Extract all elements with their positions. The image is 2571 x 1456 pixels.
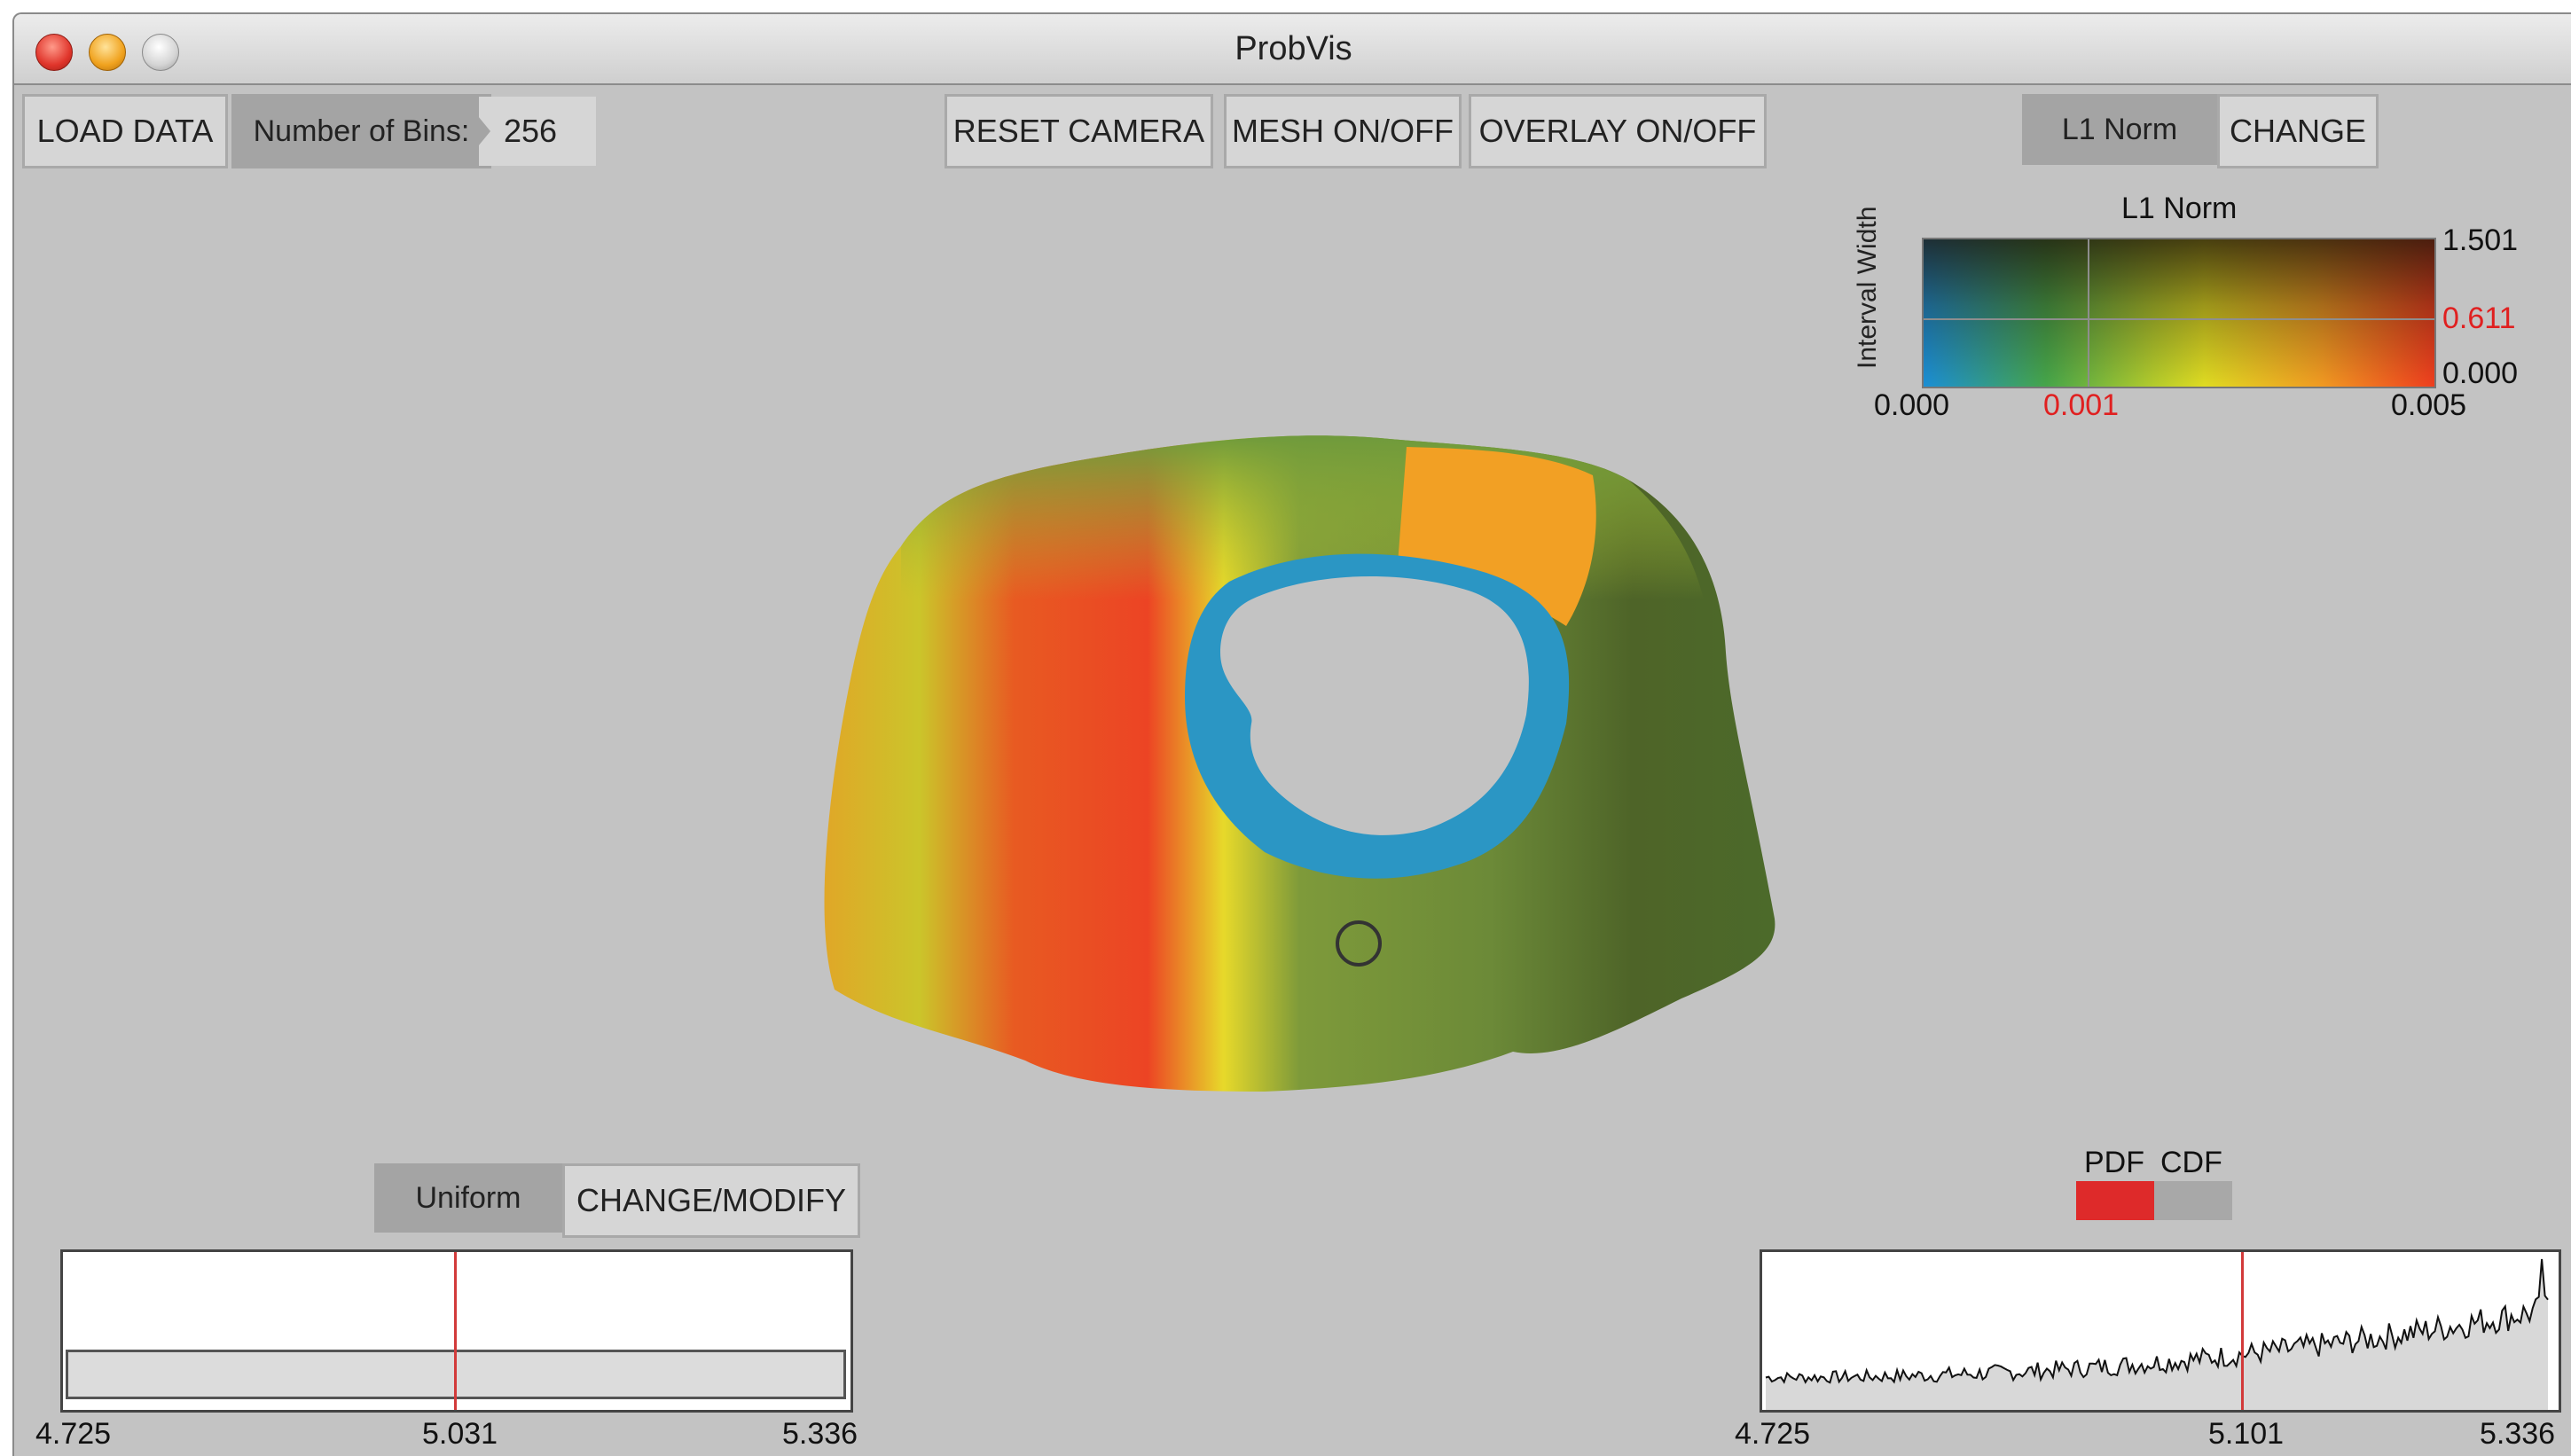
- minimize-window-button[interactable]: [89, 34, 126, 71]
- pdf-plot[interactable]: [1760, 1249, 2561, 1413]
- colormap-x-marker-tick: 0.001: [2043, 388, 2120, 422]
- colormap-y-min-tick: 0.000: [2442, 356, 2519, 390]
- pdf-area: [1766, 1259, 2548, 1410]
- surface-orange-patch: [1398, 447, 1596, 626]
- distribution-x-min-tick: 4.725: [35, 1417, 112, 1451]
- change-modify-button[interactable]: CHANGE/MODIFY: [562, 1163, 860, 1238]
- title-bar: ProbVis: [14, 14, 2571, 85]
- cdf-toggle[interactable]: [2154, 1181, 2232, 1220]
- probe-cursor-icon[interactable]: [1336, 920, 1382, 967]
- app-window: ProbVis LOAD DATA Number of Bins: 256 RE…: [12, 12, 2571, 1456]
- load-data-button[interactable]: LOAD DATA: [22, 94, 228, 168]
- distribution-x-max-tick: 5.336: [782, 1417, 858, 1451]
- colormap-x-marker: [2088, 239, 2089, 387]
- pdf-marker[interactable]: [2241, 1252, 2244, 1410]
- zoom-window-button[interactable]: [142, 34, 179, 71]
- surface-hole: [1220, 575, 1529, 835]
- surface-view[interactable]: [14, 14, 2571, 1456]
- pdf-curve: [1765, 1258, 2549, 1384]
- colormap-y-max-tick: 1.501: [2442, 223, 2519, 257]
- reset-camera-button[interactable]: RESET CAMERA: [945, 94, 1213, 168]
- colormap-y-marker: [1924, 318, 2434, 320]
- colormap-title: L1 Norm: [2121, 192, 2238, 225]
- distribution-type-label: Uniform: [374, 1163, 562, 1233]
- norm-selector-label: L1 Norm: [2022, 94, 2217, 165]
- pdf-x-max-tick: 5.336: [2480, 1417, 2556, 1451]
- colormap-x-min-tick: 0.000: [1874, 388, 1950, 422]
- overlay-toggle-button[interactable]: OVERLAY ON/OFF: [1469, 94, 1767, 168]
- mesh-toggle-button[interactable]: MESH ON/OFF: [1224, 94, 1462, 168]
- distribution-x-marker-tick: 5.031: [422, 1417, 498, 1451]
- colormap-x-max-tick: 0.005: [2391, 388, 2467, 422]
- close-window-button[interactable]: [35, 34, 73, 71]
- pdf-x-min-tick: 4.725: [1735, 1417, 1811, 1451]
- pdf-x-marker-tick: 5.101: [2208, 1417, 2285, 1451]
- colormap-value-gradient: [1924, 239, 2434, 387]
- pdf-toggle[interactable]: [2076, 1181, 2154, 1220]
- pdf-label: PDF: [2084, 1146, 2144, 1179]
- pdf-curve-canvas: [1765, 1258, 2549, 1410]
- window-title: ProbVis: [1235, 30, 1352, 67]
- change-norm-button[interactable]: CHANGE: [2217, 94, 2379, 168]
- distribution-marker[interactable]: [454, 1252, 457, 1410]
- cdf-label: CDF: [2160, 1146, 2222, 1179]
- bins-input[interactable]: 256: [479, 97, 596, 166]
- colormap-legend[interactable]: [1922, 238, 2436, 388]
- bins-label: Number of Bins:: [231, 94, 491, 168]
- colormap-y-marker-tick: 0.611: [2442, 301, 2516, 335]
- distribution-plot[interactable]: [60, 1249, 853, 1413]
- bins-pointer-icon: [478, 116, 490, 146]
